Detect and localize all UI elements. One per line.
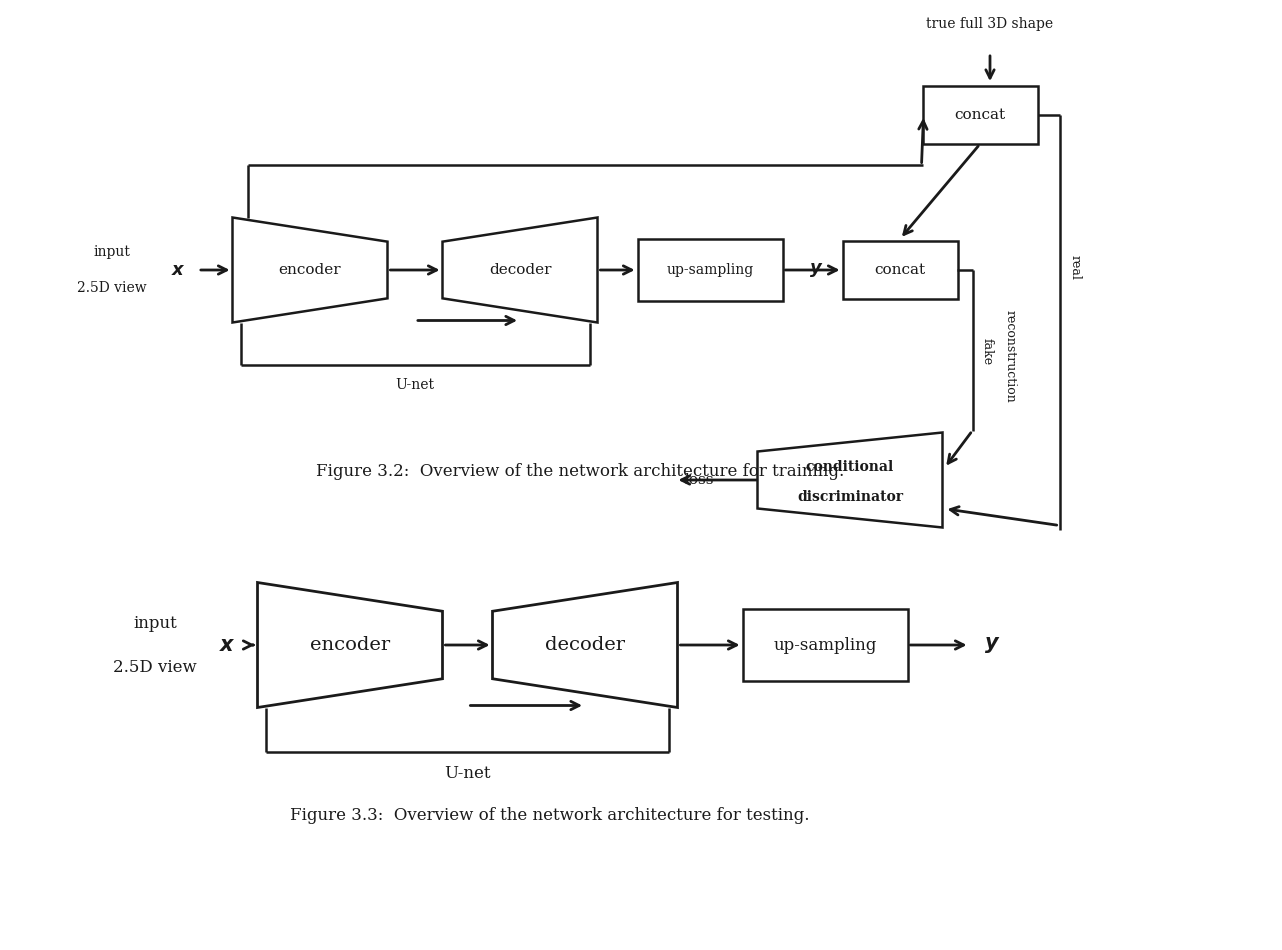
Text: fake: fake bbox=[981, 337, 994, 365]
Text: true full 3D shape: true full 3D shape bbox=[927, 17, 1054, 31]
Text: input: input bbox=[94, 245, 131, 259]
Text: encoder: encoder bbox=[310, 636, 390, 654]
Text: real: real bbox=[1069, 255, 1082, 280]
Text: decoder: decoder bbox=[488, 263, 551, 277]
Polygon shape bbox=[258, 582, 442, 708]
Text: input: input bbox=[133, 615, 177, 632]
Text: concat: concat bbox=[874, 263, 926, 277]
Polygon shape bbox=[442, 218, 597, 322]
Text: concat: concat bbox=[954, 108, 1005, 122]
Text: decoder: decoder bbox=[545, 636, 626, 654]
Text: $\bfit{x}$: $\bfit{x}$ bbox=[171, 261, 186, 279]
Text: up-sampling: up-sampling bbox=[773, 636, 877, 654]
Text: up-sampling: up-sampling bbox=[667, 263, 754, 277]
Text: 2.5D view: 2.5D view bbox=[77, 281, 147, 295]
Bar bbox=[923, 86, 1037, 144]
Text: reconstruction: reconstruction bbox=[1004, 310, 1017, 403]
Text: U-net: U-net bbox=[445, 765, 491, 782]
Text: conditional: conditional bbox=[806, 460, 894, 474]
Text: Figure 3.3:  Overview of the network architecture for testing.: Figure 3.3: Overview of the network arch… bbox=[290, 807, 810, 824]
Bar bbox=[842, 241, 958, 299]
Text: discriminator: discriminator bbox=[797, 490, 903, 504]
Text: 2.5D view: 2.5D view bbox=[113, 658, 197, 675]
Polygon shape bbox=[492, 582, 677, 708]
Text: loss: loss bbox=[685, 473, 714, 487]
Bar bbox=[742, 609, 908, 681]
Text: Figure 3.2:  Overview of the network architecture for training.: Figure 3.2: Overview of the network arch… bbox=[315, 464, 844, 481]
Text: $\bfit{y}$: $\bfit{y}$ bbox=[809, 261, 823, 279]
Text: encoder: encoder bbox=[278, 263, 341, 277]
Text: U-net: U-net bbox=[396, 377, 435, 391]
Bar bbox=[637, 239, 782, 301]
Polygon shape bbox=[758, 432, 942, 527]
Text: $\bfit{x}$: $\bfit{x}$ bbox=[218, 635, 236, 655]
Text: $\bfit{y}$: $\bfit{y}$ bbox=[985, 635, 1001, 655]
Polygon shape bbox=[232, 218, 387, 322]
